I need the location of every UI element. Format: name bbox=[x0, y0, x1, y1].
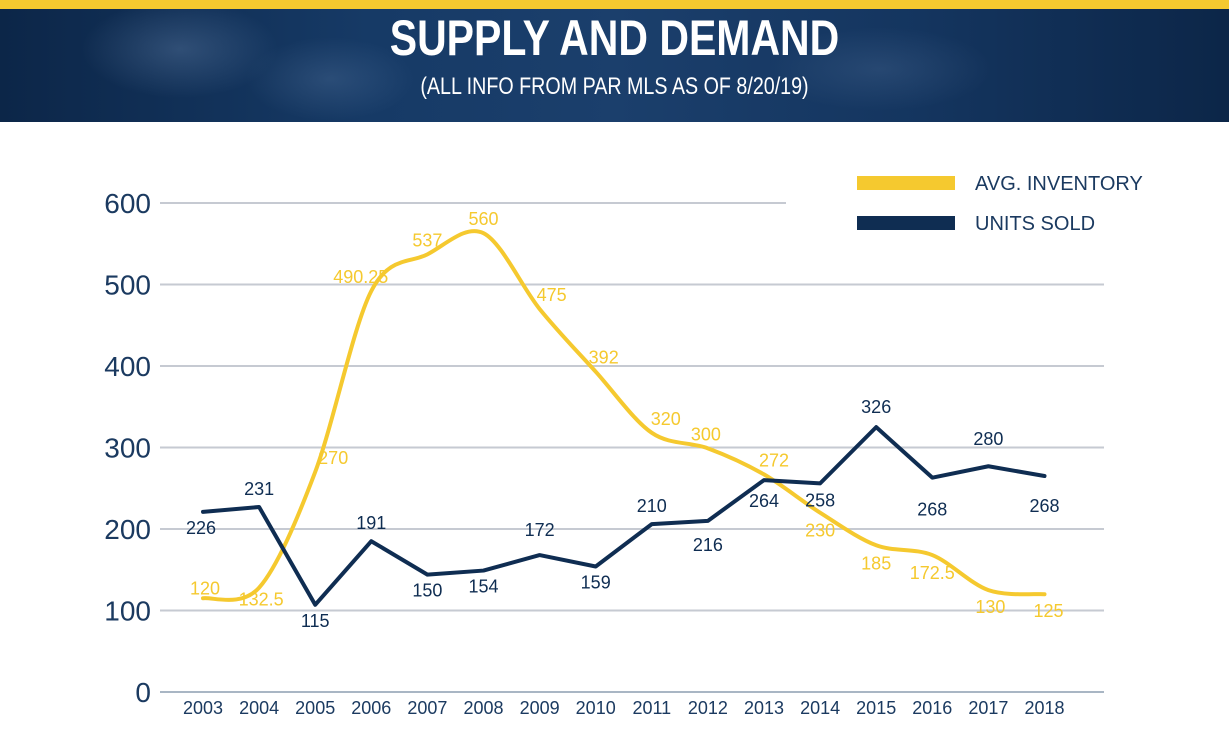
data-label-avg-inventory: 560 bbox=[468, 209, 498, 229]
data-label-units-sold: 210 bbox=[637, 496, 667, 516]
header-banner bbox=[0, 9, 1229, 122]
data-label-units-sold: 115 bbox=[301, 611, 330, 631]
data-labels: 120 132.5 270 490.25 537 560 475 392 320 300 272 23… bbox=[186, 209, 1064, 631]
y-tick-label: 200 bbox=[104, 514, 151, 545]
header-accent-strip bbox=[0, 0, 1229, 9]
x-tick-label: 2010 bbox=[576, 698, 616, 718]
y-tick-label: 400 bbox=[104, 351, 151, 382]
data-label-units-sold: 264 bbox=[749, 491, 779, 511]
grid-lines bbox=[160, 202, 1104, 693]
data-label-avg-inventory: 270 bbox=[318, 448, 348, 468]
y-tick-label: 0 bbox=[135, 677, 151, 708]
data-label-units-sold: 280 bbox=[973, 429, 1003, 449]
legend-label-units-sold: UNITS SOLD bbox=[975, 213, 1095, 235]
data-label-avg-inventory: 120 bbox=[190, 578, 220, 598]
data-label-avg-inventory: 392 bbox=[589, 348, 619, 368]
page-title: SUPPLY AND DEMAND bbox=[389, 10, 840, 66]
data-label-units-sold: 159 bbox=[581, 572, 611, 592]
data-label-avg-inventory: 130 bbox=[975, 597, 1005, 617]
x-tick-label: 2016 bbox=[912, 698, 952, 718]
y-tick-label: 300 bbox=[104, 433, 151, 464]
data-label-avg-inventory: 132.5 bbox=[239, 590, 284, 610]
x-tick-label: 2009 bbox=[520, 698, 560, 718]
y-tick-label: 500 bbox=[104, 270, 151, 301]
series-line-units-sold bbox=[201, 425, 1047, 607]
legend: AVG. INVENTORY UNITS SOLD bbox=[857, 173, 1143, 235]
x-axis-ticks: 2003 2004 2005 2006 2007 2008 2009 2010 2011 2012… bbox=[183, 698, 1065, 718]
x-tick-label: 2015 bbox=[856, 698, 896, 718]
series-lines bbox=[201, 229, 1047, 607]
x-tick-label: 2003 bbox=[183, 698, 223, 718]
x-tick-label: 2014 bbox=[800, 698, 840, 718]
data-label-units-sold: 191 bbox=[356, 513, 386, 533]
data-label-units-sold: 231 bbox=[244, 479, 274, 499]
x-tick-label: 2008 bbox=[463, 698, 503, 718]
data-label-units-sold: 226 bbox=[186, 518, 216, 538]
legend-label-avg-inventory: AVG. INVENTORY bbox=[975, 173, 1143, 195]
x-tick-label: 2004 bbox=[239, 698, 279, 718]
data-label-units-sold: 172 bbox=[525, 520, 555, 540]
data-label-avg-inventory: 185 bbox=[861, 553, 891, 573]
x-tick-label: 2011 bbox=[632, 698, 671, 718]
data-label-units-sold: 268 bbox=[917, 500, 947, 520]
legend-swatch-units-sold bbox=[857, 216, 955, 230]
y-tick-label: 100 bbox=[104, 596, 151, 627]
data-label-avg-inventory: 125 bbox=[1033, 601, 1063, 621]
data-label-units-sold: 216 bbox=[693, 535, 723, 555]
header-background-photo bbox=[0, 9, 1229, 122]
data-label-units-sold: 326 bbox=[861, 397, 891, 417]
data-label-avg-inventory: 230 bbox=[805, 521, 835, 541]
x-tick-label: 2007 bbox=[407, 698, 447, 718]
data-label-units-sold: 258 bbox=[805, 490, 835, 510]
data-label-avg-inventory: 320 bbox=[651, 409, 681, 429]
page-subtitle: (ALL INFO FROM PAR MLS AS OF 8/20/19) bbox=[420, 73, 809, 100]
data-label-avg-inventory: 537 bbox=[412, 230, 442, 250]
x-tick-label: 2017 bbox=[968, 698, 1008, 718]
x-tick-label: 2006 bbox=[351, 698, 391, 718]
data-label-avg-inventory: 172.5 bbox=[910, 563, 955, 583]
data-label-units-sold: 268 bbox=[1029, 496, 1059, 516]
series-line-avg-inventory bbox=[201, 229, 1047, 602]
data-label-avg-inventory: 475 bbox=[537, 285, 567, 305]
data-label-units-sold: 154 bbox=[468, 577, 498, 597]
data-label-units-sold: 150 bbox=[412, 581, 442, 601]
x-tick-label: 2012 bbox=[688, 698, 728, 718]
x-tick-label: 2013 bbox=[744, 698, 784, 718]
data-label-avg-inventory: 272 bbox=[759, 450, 789, 470]
legend-swatch-avg-inventory bbox=[857, 176, 955, 190]
y-tick-label: 600 bbox=[104, 188, 151, 219]
x-tick-label: 2005 bbox=[295, 698, 335, 718]
data-label-avg-inventory: 490.25 bbox=[333, 267, 388, 287]
y-axis-ticks: 0 100 200 300 400 500 600 bbox=[104, 188, 151, 708]
x-tick-label: 2018 bbox=[1024, 698, 1064, 718]
data-label-avg-inventory: 300 bbox=[691, 424, 721, 444]
